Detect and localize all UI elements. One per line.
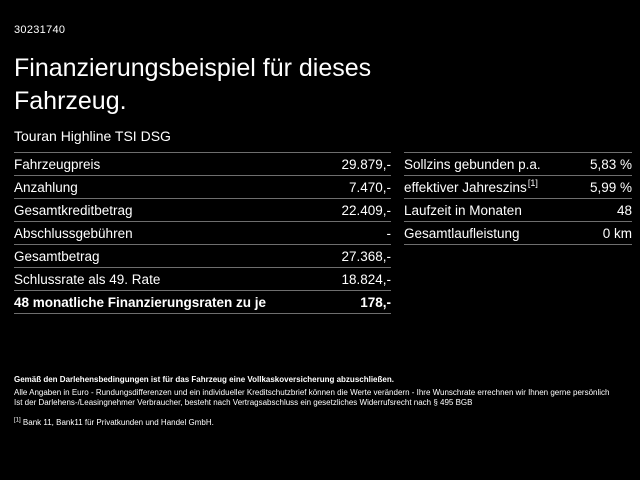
- row-value: 7.470,-: [348, 179, 391, 195]
- row-value: -: [386, 225, 392, 241]
- table-row-effektiver-jahreszins: effektiver Jahreszins[1] 5,99 %: [404, 175, 632, 198]
- row-label: effektiver Jahreszins[1]: [404, 178, 538, 195]
- row-label: Schlussrate als 49. Rate: [14, 271, 161, 287]
- vehicle-model: Touran Highline TSI DSG: [14, 128, 171, 144]
- row-value: 5,99 %: [589, 179, 632, 195]
- table-row-gesamtkreditbetrag: Gesamtkreditbetrag 22.409,-: [14, 198, 391, 221]
- footnote-marker: [1]: [527, 178, 538, 188]
- row-label: Fahrzeugpreis: [14, 156, 101, 172]
- table-row-gesamtbetrag: Gesamtbetrag 27.368,-: [14, 244, 391, 267]
- row-label: Gesamtbetrag: [14, 248, 100, 264]
- row-label: Gesamtlaufleistung: [404, 225, 520, 241]
- row-value: 5,83 %: [589, 156, 632, 172]
- row-value: 178,-: [360, 294, 391, 310]
- bank-footnote: [1] Bank 11, Bank11 für Privatkunden und…: [14, 416, 632, 429]
- row-label: Gesamtkreditbetrag: [14, 202, 133, 218]
- row-label: Abschlussgebühren: [14, 225, 133, 241]
- row-value: 29.879,-: [341, 156, 391, 172]
- insurance-note: Gemäß den Darlehensbedingungen ist für d…: [14, 375, 394, 384]
- row-value: 22.409,-: [341, 202, 391, 218]
- footnote-ref: [1]: [14, 416, 21, 423]
- table-row-laufzeit: Laufzeit in Monaten 48: [404, 198, 632, 221]
- vehicle-id: 30231740: [14, 24, 66, 36]
- row-label: Laufzeit in Monaten: [404, 202, 522, 218]
- row-label: Sollzins gebunden p.a.: [404, 156, 541, 172]
- table-row-abschlussgebuehren: Abschlussgebühren -: [14, 221, 391, 244]
- row-value: 48: [616, 202, 632, 218]
- table-row-monatsrate: 48 monatliche Finanzierungsraten zu je 1…: [14, 290, 391, 313]
- table-row-schlussrate: Schlussrate als 49. Rate 18.824,-: [14, 267, 391, 290]
- financing-table: Fahrzeugpreis 29.879,- Anzahlung 7.470,-…: [14, 152, 391, 314]
- row-label: Anzahlung: [14, 179, 78, 195]
- table-row-anzahlung: Anzahlung 7.470,-: [14, 175, 391, 198]
- row-value: 27.368,-: [341, 248, 391, 264]
- footnote-text: Bank 11, Bank11 für Privatkunden und Han…: [22, 417, 214, 427]
- page-title-line2: Fahrzeug.: [14, 87, 127, 115]
- row-value: 0 km: [602, 225, 632, 241]
- conditions-table: Sollzins gebunden p.a. 5,83 % effektiver…: [404, 152, 632, 245]
- disclaimer-line-1: Alle Angaben in Euro - Rundungsdifferenz…: [14, 387, 610, 397]
- table-row-sollzins: Sollzins gebunden p.a. 5,83 %: [404, 152, 632, 175]
- page-title-line1: Finanzierungsbeispiel für dieses: [14, 54, 372, 82]
- table-row-gesamtlaufleistung: Gesamtlaufleistung 0 km: [404, 221, 632, 244]
- page-title: Finanzierungsbeispiel für dieses Fahrzeu…: [14, 52, 371, 118]
- disclaimer-line-2: Ist der Darlehens-/Leasingnehmer Verbrau…: [14, 398, 473, 407]
- legal-footer: Gemäß den Darlehensbedingungen ist für d…: [14, 375, 632, 428]
- row-label: 48 monatliche Finanzierungsraten zu je: [14, 294, 267, 310]
- table-row-fahrzeugpreis: Fahrzeugpreis 29.879,-: [14, 152, 391, 175]
- row-value: 18.824,-: [341, 271, 391, 287]
